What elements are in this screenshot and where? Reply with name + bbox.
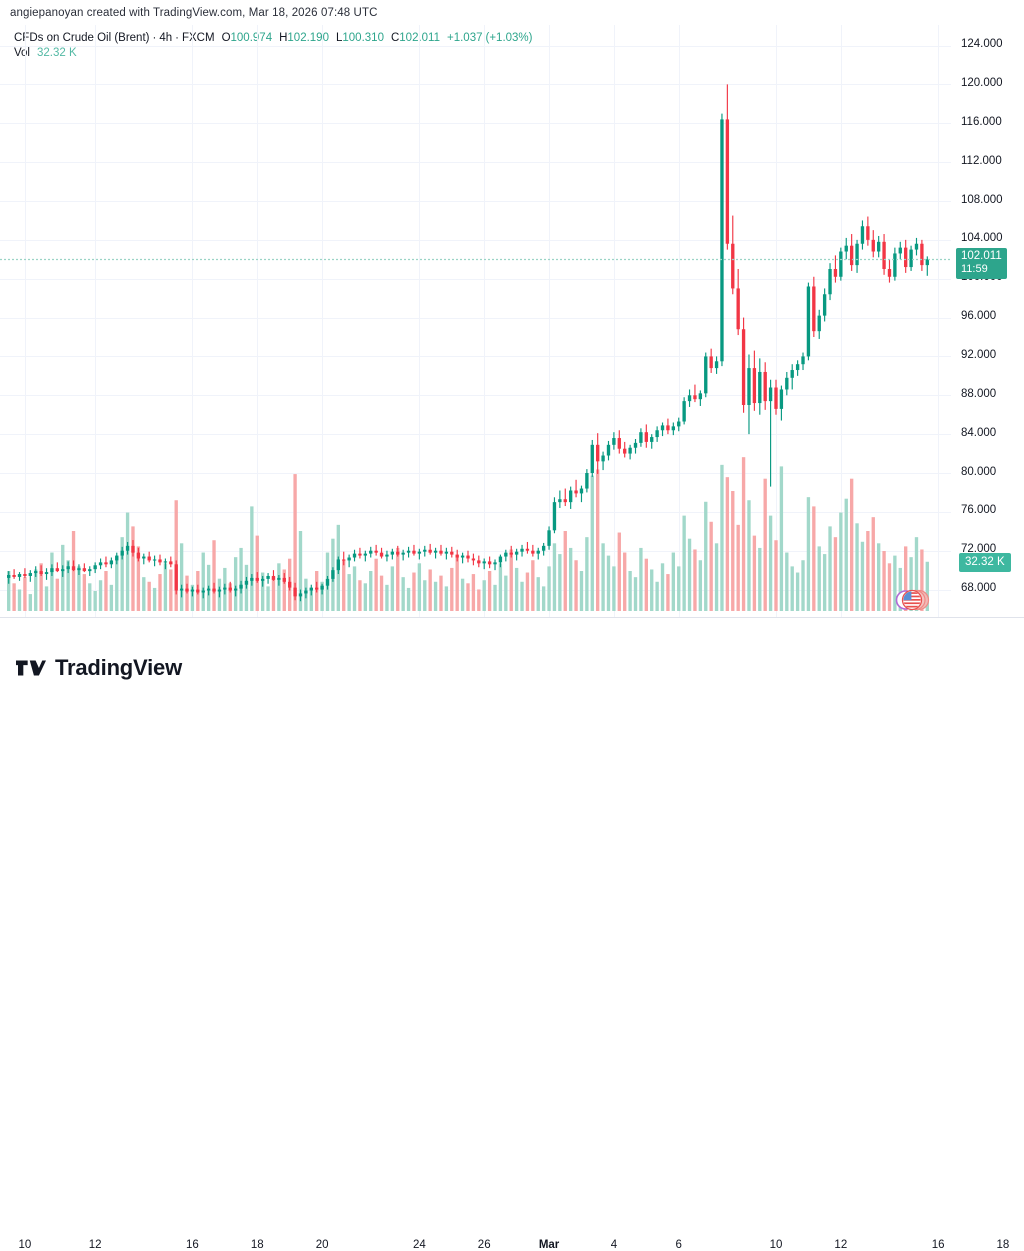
time-axis-divider: [0, 617, 1024, 618]
price-axis-tick: 80.000: [961, 465, 997, 478]
price-axis-tick: 76.000: [961, 504, 997, 517]
time-axis-tick: 10: [18, 1239, 32, 1251]
time-axis-tick: 26: [477, 1239, 491, 1251]
price-axis-tick: 112.000: [961, 154, 1002, 167]
time-axis-tick: 12: [834, 1239, 848, 1251]
time-axis-tick: 10: [769, 1239, 783, 1251]
price-axis-tick: 108.000: [961, 193, 1003, 206]
price-axis-tick: 120.000: [961, 76, 1003, 89]
economic-events-marker[interactable]: [892, 587, 932, 620]
price-axis-tick: 72.000: [961, 543, 997, 556]
time-axis-tick: 18: [250, 1239, 264, 1251]
watermark-text: angiepanoyan created with TradingView.co…: [10, 7, 378, 19]
time-axis[interactable]: 10 12 16 18 20 24 26 Mar 4 6 10 12 16 18: [0, 617, 1010, 1251]
price-axis-tick: 88.000: [961, 387, 997, 400]
time-axis-tick: 16: [931, 1239, 945, 1251]
time-axis-tick: 4: [610, 1239, 618, 1251]
price-badge-time: 11:59: [961, 263, 988, 276]
time-axis-tick: 20: [315, 1239, 329, 1251]
chart-plot-area[interactable]: [0, 25, 951, 617]
events-icon[interactable]: [892, 587, 932, 615]
time-axis-tick: 18: [996, 1239, 1010, 1251]
time-axis-tick: 6: [675, 1239, 682, 1251]
candlestick-chart[interactable]: [0, 25, 951, 617]
price-badge-value: 102.011: [961, 250, 1002, 263]
price-axis-tick: 68.000: [961, 582, 997, 595]
price-axis-tick: 104.000: [961, 232, 1003, 245]
time-axis-tick: 24: [412, 1239, 426, 1251]
tradingview-mark-icon: [16, 660, 46, 676]
price-axis-tick: 92.000: [961, 348, 997, 361]
current-price-badge[interactable]: 102.011 11:59: [956, 248, 1007, 280]
price-axis-tick: 124.000: [961, 38, 1003, 51]
tradingview-logo: TradingView: [16, 655, 182, 681]
price-axis[interactable]: 124.000 120.000 116.000 112.000 108.000 104.0…: [951, 25, 1024, 617]
price-axis-tick: 116.000: [961, 115, 1002, 128]
current-volume-badge[interactable]: 32.32 K: [959, 552, 1011, 572]
tradingview-brand-name: TradingView: [55, 655, 182, 680]
time-axis-tick: Mar: [538, 1239, 560, 1251]
time-axis-tick: 12: [88, 1239, 102, 1251]
time-axis-tick: 16: [186, 1239, 199, 1251]
price-axis-tick: 96.000: [961, 310, 997, 323]
price-axis-tick: 84.000: [961, 426, 997, 439]
